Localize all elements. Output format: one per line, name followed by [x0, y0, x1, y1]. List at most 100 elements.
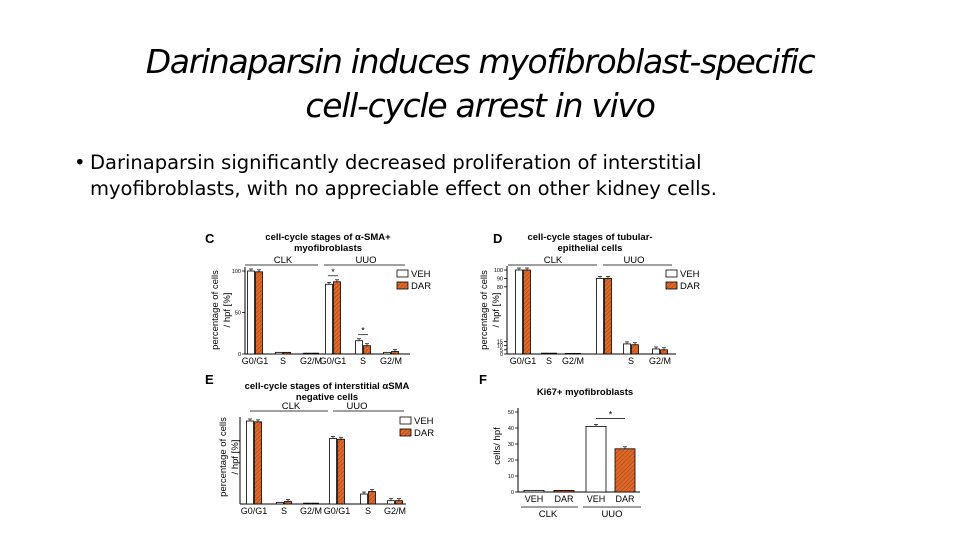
bar-e-s0-c0 — [246, 420, 254, 505]
group-label-d-0: CLK — [544, 255, 563, 266]
legend-swatch-c-1 — [396, 281, 409, 290]
slide-title: Darinaparsin induces myofibroblast-speci… — [0, 40, 960, 128]
category-label-e-4: S — [365, 506, 371, 516]
bar-d-s0-c3 — [596, 277, 604, 355]
group-label-d-1: UUO — [623, 255, 644, 266]
y-tick-label-f-3: 30 — [508, 442, 514, 448]
significance-star-c-0: * — [331, 267, 335, 277]
bar-c-s0-c2 — [303, 352, 311, 355]
category-label-d-1: S — [546, 356, 552, 366]
legend-label-d-0: VEH — [680, 269, 700, 280]
bar-d-s0-c1 — [541, 352, 549, 355]
panel-letter-f: F — [479, 372, 487, 387]
bar-d-s0-c2 — [565, 352, 573, 355]
chart-title-c-2: myofibroblasts — [294, 243, 362, 254]
category-label-f-3: DAR — [615, 494, 635, 504]
bar-e-s0-c4 — [360, 493, 368, 505]
bar-f-s0-c0 — [523, 489, 545, 493]
bar-c-s0-c5 — [383, 351, 391, 355]
bar-c-s1-c3 — [333, 281, 341, 355]
y-tick-label-c-2: 100 — [232, 269, 241, 275]
bar-c-s1-c1 — [283, 351, 291, 355]
category-label-e-3: G0/G1 — [324, 506, 351, 516]
bullet-text: Darinaparsin significantly decreased pro… — [90, 150, 930, 202]
bar-d-s0-c5 — [652, 348, 660, 355]
chart-title-d-2: epithelial cells — [558, 243, 623, 254]
y-axis-label-e-1: percentage of cells — [218, 417, 229, 497]
category-label-d-2: G2/M — [562, 356, 584, 366]
bar-c-s0-c0 — [247, 270, 255, 355]
bar-e-s0-c1 — [276, 501, 284, 505]
y-tick-label-f-4: 40 — [508, 426, 514, 432]
y-tick-label-c-0: 0 — [238, 352, 241, 358]
bar-c-s0-c1 — [275, 351, 283, 355]
significance-star-f-0: * — [609, 409, 613, 419]
group-label-e-0: CLK — [282, 401, 301, 412]
bar-f-s0-c1 — [553, 489, 575, 493]
category-label-d-0: G0/G1 — [510, 356, 537, 366]
bar-e-s1-c2 — [311, 502, 319, 505]
category-label-c-5: G2/M — [380, 356, 402, 366]
category-label-d-4: S — [628, 356, 634, 366]
y-tick-label-d-0: 0 — [500, 352, 503, 358]
bar-d-s1-c1 — [549, 352, 557, 355]
bar-e-s0-c2 — [303, 502, 311, 505]
bar-e-s1-c4 — [368, 491, 376, 505]
y-axis-label-e-2: / hpf [%] — [230, 440, 241, 475]
significance-star-c-1: * — [361, 326, 365, 336]
category-label-f-1: DAR — [554, 494, 574, 504]
bar-e-s1-c3 — [337, 438, 345, 505]
bar-d-s1-c4 — [631, 344, 639, 355]
bar-c-s1-c4 — [363, 345, 371, 355]
bar-f-s0-c3 — [614, 448, 636, 493]
y-axis-label-c-1: percentage of cells — [210, 270, 221, 350]
chart-title-f-1: Ki67+ myofibroblasts — [537, 387, 633, 398]
y-tick-label-d-2: 10 — [497, 344, 503, 350]
bar-c-s0-c3 — [325, 283, 333, 355]
y-axis-label-d-2: / hpf [%] — [491, 293, 502, 328]
group-label-e-1: UUO — [346, 401, 367, 412]
category-label-f-2: VEH — [587, 494, 606, 504]
chart-title-d-1: cell-cycle stages of tubular- — [527, 232, 652, 243]
bar-d-s1-c0 — [523, 269, 531, 355]
bar-f-s0-c2 — [585, 425, 607, 493]
category-label-e-5: G2/M — [384, 506, 406, 516]
bar-c-s0-c4 — [355, 340, 363, 355]
legend-label-c-1: DAR — [411, 281, 431, 292]
category-label-e-0: G0/G1 — [241, 506, 268, 516]
y-axis-label-c-2: / hpf [%] — [222, 293, 233, 328]
chart-title-c-1: cell-cycle stages of α-SMA+ — [265, 232, 391, 243]
bullet-text-line-1: Darinaparsin significantly decreased pro… — [90, 151, 702, 174]
slide-title-line-1: Darinaparsin induces myofibroblast-speci… — [145, 42, 816, 81]
y-tick-label-d-1: 5 — [500, 348, 503, 354]
panel-letter-d: D — [493, 231, 502, 246]
category-label-c-0: G0/G1 — [242, 356, 269, 366]
chart-title-e-1: cell-cycle stages of interstitial αSMA — [245, 381, 410, 392]
bullet-text-line-2: myofibroblasts, with no appreciable effe… — [90, 177, 717, 200]
legend-label-e-1: DAR — [414, 428, 434, 439]
group-label-f-0: CLK — [539, 509, 558, 520]
group-label-f-1: UUO — [601, 509, 622, 520]
y-tick-label-d-3: 15 — [497, 339, 503, 345]
bar-c-s1-c2 — [311, 352, 319, 355]
category-label-e-1: S — [281, 506, 287, 516]
chart-title-e-2: negative cells — [296, 392, 358, 403]
y-tick-label-c-1: 50 — [235, 311, 241, 317]
group-label-c-1: UUO — [355, 255, 376, 266]
legend-label-d-1: DAR — [680, 281, 700, 292]
bar-d-s0-c0 — [515, 269, 523, 355]
chart-panel-f: F Ki67+ myofibroblasts cells/ hpf 0 10 20 30 40… — [479, 372, 641, 520]
category-label-f-0: VEH — [525, 494, 544, 504]
y-axis-label-f-1: cells/ hpf — [492, 427, 503, 465]
legend-swatch-e-0 — [399, 416, 412, 425]
bar-d-s1-c5 — [660, 349, 668, 355]
category-label-e-2: G2/M — [300, 506, 322, 516]
y-tick-label-d-4: 80 — [497, 285, 503, 291]
bar-e-s1-c0 — [254, 421, 262, 505]
category-label-c-3: G0/G1 — [320, 356, 347, 366]
bar-d-s1-c3 — [604, 277, 612, 355]
